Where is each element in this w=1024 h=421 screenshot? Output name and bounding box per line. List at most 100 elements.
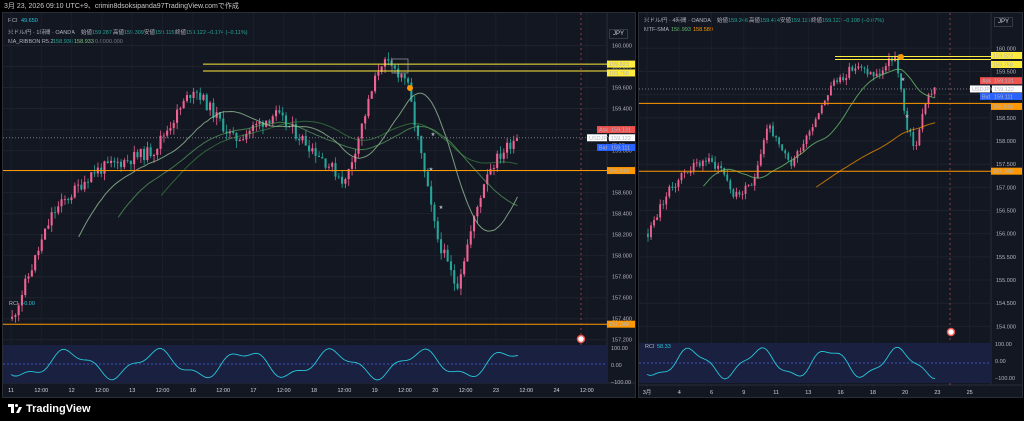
left-time-tick: 24 (553, 388, 559, 394)
left-candle (360, 123, 363, 139)
right-price-tick: 155.500 (996, 255, 1016, 261)
left-candle (278, 110, 281, 113)
right-tag-yellow-1 (991, 51, 1022, 59)
right-candle (744, 185, 747, 194)
left-candle (337, 176, 340, 178)
left-candle (218, 112, 221, 119)
right-open-value: 159.246 (728, 18, 748, 24)
right-chart-pane[interactable]: 米ドル/円 · 4時間 · OANDA 始値 159.246 高値 159.47… (638, 12, 1023, 398)
left-candle (248, 130, 251, 134)
left-candle (245, 133, 248, 140)
left-candle (129, 160, 132, 165)
left-rci-line (10, 348, 519, 381)
left-close-value: 159.122 (186, 30, 206, 36)
left-candle (331, 163, 334, 167)
right-symbol-line[interactable]: 米ドル/円 · 4時間 · OANDA (644, 16, 711, 24)
right-candle (698, 162, 701, 167)
left-candle (225, 131, 228, 134)
left-time-tick: 12:00 (95, 388, 109, 394)
left-price-tick: 157.800 (612, 275, 632, 281)
left-rci-tick: 100.00 (611, 346, 628, 352)
right-time-tick: 9 (742, 390, 745, 396)
left-indicator-name[interactable]: MA_RIBBON R5.2 (8, 39, 54, 45)
left-candle (350, 162, 353, 169)
right-candle (796, 151, 799, 159)
left-tag-yellow-1-text: 159.823 (609, 62, 629, 68)
left-candle (298, 138, 301, 141)
right-candle (677, 180, 680, 187)
left-candle (456, 283, 459, 289)
left-candle (446, 249, 449, 262)
right-chart-canvas[interactable]: 米ドル/円 · 4時間 · OANDA 始値 159.246 高値 159.47… (639, 13, 1022, 397)
right-candle (765, 128, 768, 141)
right-candle (811, 127, 814, 132)
left-time-tick: 23 (493, 388, 499, 394)
right-candle (680, 172, 683, 181)
right-tag-yellow-2 (991, 60, 1022, 68)
left-time-tick: 17 (250, 388, 256, 394)
left-time-tick: 20 (432, 388, 438, 394)
left-candle (136, 152, 139, 158)
left-chart-pane[interactable]: RCI 49.650 米ドル/円 · 1時間 · OANDA 始値 159.28… (2, 12, 636, 398)
right-high-label: 高値 (749, 16, 761, 24)
right-event-marker-icon[interactable] (946, 327, 956, 337)
left-event-marker-icon[interactable] (576, 334, 586, 344)
left-tag-yellow-2-text: 159.758 (609, 71, 629, 77)
right-candle (894, 56, 896, 62)
left-candle (357, 138, 360, 154)
right-candle (717, 165, 719, 169)
right-star-icon: ★ (901, 76, 906, 83)
left-candle (473, 216, 476, 232)
right-candle (842, 77, 845, 81)
left-candle (347, 168, 350, 180)
left-chart-canvas[interactable]: RCI 49.650 米ドル/円 · 1時間 · OANDA 始値 159.28… (3, 13, 635, 397)
right-candle (711, 158, 713, 162)
left-candle (380, 66, 383, 73)
left-star-icon: ★ (431, 131, 436, 138)
left-candle (172, 122, 175, 129)
right-currency-button[interactable]: JPY (994, 17, 1014, 27)
right-candle (668, 186, 671, 197)
left-tag-bid (609, 143, 635, 151)
tradingview-logo[interactable]: TradingView (8, 403, 91, 415)
right-candle (884, 66, 887, 71)
left-candle (146, 147, 149, 161)
right-candle (662, 204, 665, 206)
left-currency-button[interactable]: JPY (609, 29, 629, 39)
left-price-tick: 159.600 (612, 86, 632, 92)
right-candle (647, 233, 649, 238)
right-candle (708, 158, 710, 162)
left-candle (443, 249, 446, 254)
left-tag-orange-1-text: 158.810 (609, 169, 629, 175)
left-candle (476, 207, 479, 217)
left-candle (370, 91, 373, 99)
right-signal-dot-icon (898, 54, 904, 60)
left-tag-symbol-text: USDJPY (589, 136, 611, 142)
right-rci-bottom-value: 58.33 (657, 344, 671, 350)
right-candle (732, 189, 735, 197)
left-time-tick: 18 (311, 388, 317, 394)
right-price-tick: 159.500 (996, 69, 1016, 75)
right-candle (872, 72, 875, 77)
right-rci-tick: −100.00 (995, 376, 1015, 382)
right-indicator-name[interactable]: MTF-SMA (644, 27, 669, 33)
right-time-tick: 20 (902, 390, 908, 396)
right-candle (903, 89, 906, 111)
right-candle (927, 94, 930, 105)
right-tag-bid-text: 159.111 (994, 94, 1013, 100)
left-candle (515, 138, 518, 141)
right-candle (805, 135, 808, 144)
right-candle (720, 165, 723, 169)
right-candle (686, 172, 689, 174)
left-candle (284, 115, 287, 126)
left-candle (426, 171, 429, 187)
left-candle (334, 163, 337, 177)
left-tag-orange-2-text: 157.348 (609, 322, 629, 328)
right-indicator-v2: 158.589 (693, 27, 713, 33)
left-candle (502, 152, 505, 159)
right-time-tick: 18 (870, 390, 876, 396)
left-candle (486, 174, 489, 185)
left-candle (50, 212, 53, 226)
right-candle (924, 104, 927, 114)
left-candle (311, 148, 314, 152)
